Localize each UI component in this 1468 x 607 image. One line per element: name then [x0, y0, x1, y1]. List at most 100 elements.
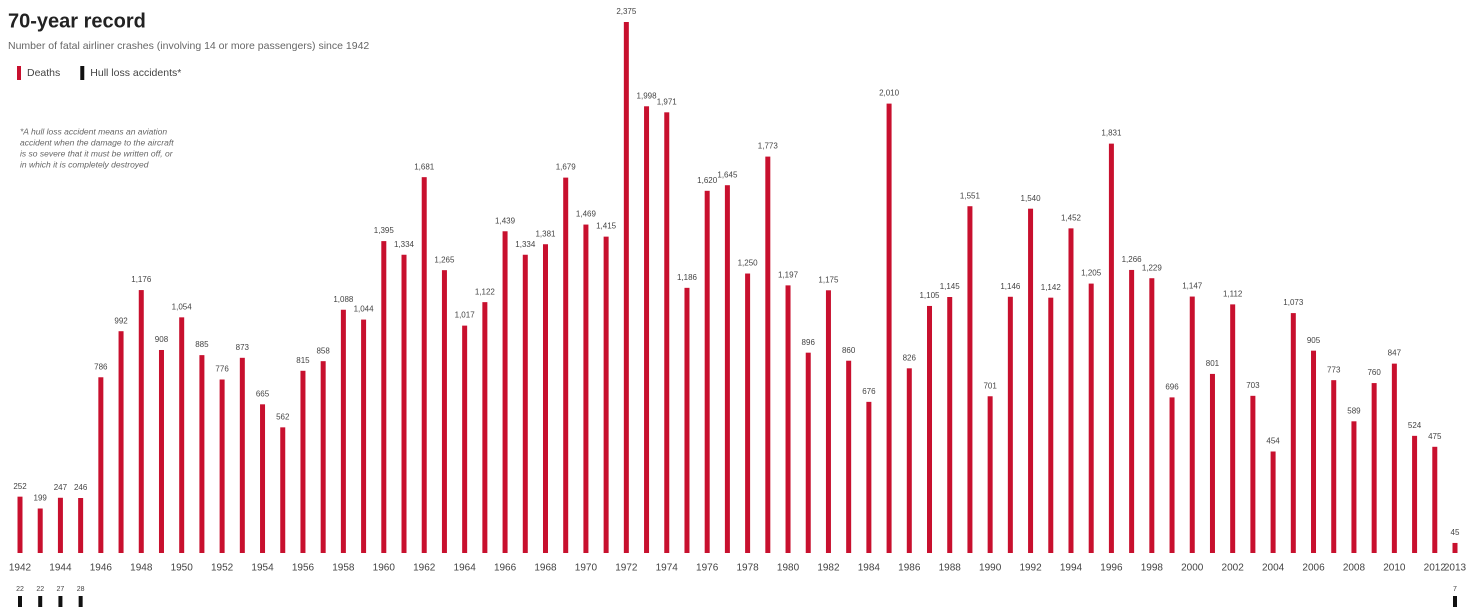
bar [644, 106, 650, 554]
bar [401, 254, 407, 554]
value-label: 873 [236, 343, 250, 352]
value-label: 1,679 [556, 163, 577, 172]
bar [1088, 283, 1094, 553]
value-label: 1,044 [354, 305, 375, 314]
chart-subtitle: Number of fatal airliner crashes (involv… [8, 40, 369, 52]
hull-label: 7 [1453, 586, 1457, 593]
value-label: 696 [1165, 382, 1179, 391]
x-tick-label: 1960 [373, 563, 396, 574]
x-tick-label: 1982 [817, 563, 840, 574]
value-label: 896 [802, 338, 816, 347]
value-label: 2,010 [879, 89, 900, 98]
bar [987, 396, 993, 553]
x-tick-label: 2002 [1222, 563, 1245, 574]
x-tick-label: 1946 [90, 563, 113, 574]
bar [745, 273, 751, 553]
x-tick-label: 1956 [292, 563, 315, 574]
value-label: 1,175 [818, 275, 839, 284]
bar [361, 319, 367, 553]
legend-label: Hull loss accidents* [90, 67, 181, 79]
bar [1189, 296, 1195, 553]
value-label: 562 [276, 412, 290, 421]
value-label: 908 [155, 335, 169, 344]
x-tick-label: 2013 [1444, 563, 1467, 574]
value-label: 1,439 [495, 216, 516, 225]
value-label: 1,054 [172, 302, 193, 311]
value-label: 1,681 [414, 162, 435, 171]
bar [866, 401, 872, 553]
bar [57, 497, 63, 553]
bar [967, 206, 973, 553]
bar [1068, 228, 1074, 553]
x-tick-label: 1992 [1019, 563, 1042, 574]
value-label: 786 [94, 362, 108, 371]
x-tick-label: 1948 [130, 563, 153, 574]
value-label: 45 [1451, 528, 1460, 537]
value-label: 1,381 [535, 229, 556, 238]
hull-bar [78, 596, 83, 607]
value-label: 1,073 [1283, 298, 1304, 307]
bar [300, 370, 306, 553]
bar [320, 361, 326, 553]
value-label: 247 [54, 483, 68, 492]
value-label: 665 [256, 389, 270, 398]
bar [765, 156, 771, 553]
x-tick-label: 1998 [1141, 563, 1164, 574]
bar [1230, 304, 1236, 553]
x-tick-label: 2012 [1424, 563, 1447, 574]
value-label: 1,122 [475, 287, 496, 296]
value-label: 1,773 [758, 142, 779, 151]
bar [1250, 395, 1256, 553]
x-tick-label: 1962 [413, 563, 436, 574]
bar [158, 349, 164, 553]
value-label: 1,831 [1101, 129, 1122, 138]
value-label: 1,017 [455, 311, 476, 320]
legend: Deaths Hull loss accidents* [17, 66, 181, 80]
annotation-line: *A hull loss accident means an aviation [20, 126, 167, 136]
hull-bar [58, 596, 63, 607]
value-label: 1,645 [717, 170, 738, 179]
value-label: 475 [1428, 432, 1442, 441]
bar [78, 497, 84, 553]
value-label: 1,469 [576, 210, 597, 219]
value-label: 701 [983, 381, 997, 390]
value-label: 858 [316, 346, 330, 355]
x-tick-label: 1954 [251, 563, 274, 574]
value-label: 1,395 [374, 226, 395, 235]
bar [1048, 297, 1054, 553]
annotation-line: accident when the damage to the aircraft [20, 137, 174, 147]
value-label: 1,229 [1142, 263, 1163, 272]
value-label: 1,334 [515, 240, 536, 249]
bar [239, 357, 245, 553]
value-label: 252 [13, 482, 27, 491]
value-label: 1,146 [1000, 282, 1021, 291]
bar [846, 360, 852, 553]
bar [421, 177, 427, 553]
bar [1371, 383, 1377, 553]
x-tick-label: 1970 [575, 563, 598, 574]
value-label: 1,186 [677, 273, 698, 282]
x-tick-label: 1942 [9, 563, 32, 574]
bar [118, 331, 124, 553]
bar [927, 305, 933, 553]
value-label: 1,452 [1061, 213, 1082, 222]
chart-title: 70-year record [8, 10, 146, 32]
value-label: 454 [1266, 437, 1280, 446]
x-tick-label: 1978 [736, 563, 759, 574]
value-label: 801 [1206, 359, 1220, 368]
value-label: 826 [903, 353, 917, 362]
bar [280, 427, 286, 553]
hull-bar [38, 596, 43, 607]
x-tick-label: 1958 [332, 563, 355, 574]
value-label: 1,334 [394, 240, 415, 249]
bar [906, 368, 912, 553]
x-tick-label: 2008 [1343, 563, 1366, 574]
legend-swatch [80, 66, 85, 80]
hull-bar [1453, 596, 1457, 607]
bar [785, 285, 791, 553]
value-label: 1,540 [1021, 194, 1042, 203]
hull-label: 22 [16, 586, 24, 593]
bar [17, 496, 23, 553]
x-tick-label: 2000 [1181, 563, 1204, 574]
value-label: 1,620 [697, 176, 718, 185]
